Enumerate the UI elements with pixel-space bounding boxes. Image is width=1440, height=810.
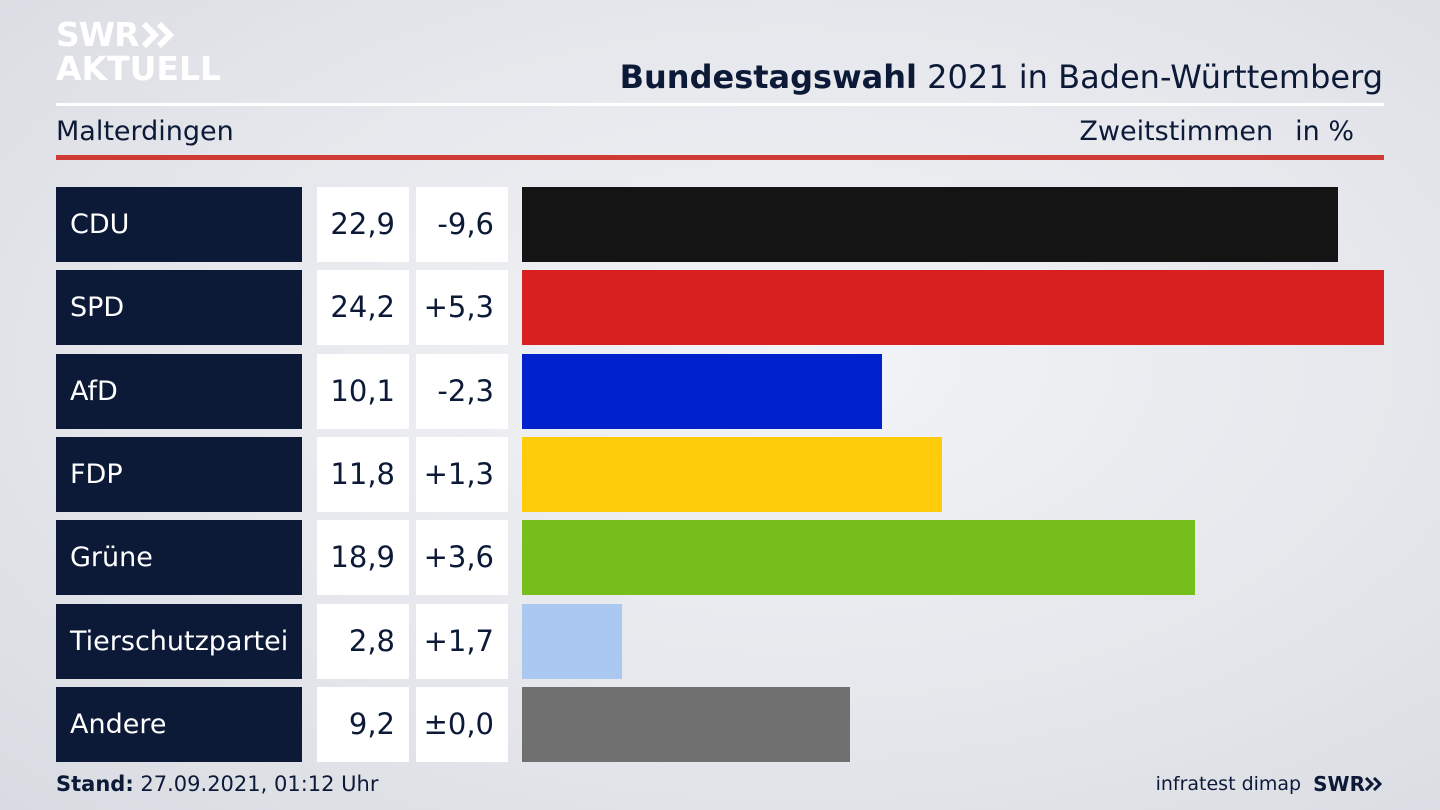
bar xyxy=(522,603,622,679)
double-chevron-icon xyxy=(141,21,174,49)
header-divider xyxy=(56,103,1384,106)
bar xyxy=(522,187,1338,262)
value-label: 18,9 xyxy=(317,520,409,596)
change-label: +1,7 xyxy=(416,603,508,679)
party-label: SPD xyxy=(56,270,302,346)
change-label: -2,3 xyxy=(416,353,508,429)
stand-label: Stand: xyxy=(56,772,134,796)
measure-label: Zweitstimmen in % xyxy=(1079,116,1354,147)
bar-row: FDP 11,8 +1,3 xyxy=(56,436,1384,512)
bar xyxy=(522,436,943,512)
stand-value: 27.09.2021, 01:12 Uhr xyxy=(133,772,379,796)
unit-text: in % xyxy=(1295,116,1354,147)
value-label: 11,8 xyxy=(317,436,409,512)
logo-line1: SWR xyxy=(56,15,140,54)
double-chevron-icon xyxy=(1365,777,1383,791)
bar xyxy=(522,353,882,429)
party-label: Tierschutzpartei xyxy=(56,603,302,679)
value-label: 2,8 xyxy=(317,603,409,679)
red-divider xyxy=(56,155,1384,160)
swr-brand-text: SWR xyxy=(1313,772,1365,796)
change-label: -9,6 xyxy=(416,187,508,262)
bar-row: Andere 9,2 ±0,0 xyxy=(56,686,1384,762)
stand-timestamp: Stand: 27.09.2021, 01:12 Uhr xyxy=(56,772,379,796)
value-label: 24,2 xyxy=(317,270,409,346)
bar xyxy=(522,520,1196,596)
bar-row: AfD 10,1 -2,3 xyxy=(56,353,1384,429)
chart-title: Bundestagswahl 2021 in Baden-Württemberg xyxy=(620,58,1383,96)
value-label: 10,1 xyxy=(317,353,409,429)
party-label: Andere xyxy=(56,686,302,762)
measure-text: Zweitstimmen xyxy=(1079,116,1274,147)
party-label: AfD xyxy=(56,353,302,429)
bar-row: SPD 24,2 +5,3 xyxy=(56,270,1384,346)
change-label: +5,3 xyxy=(416,270,508,346)
value-label: 9,2 xyxy=(317,686,409,762)
bar-row: Grüne 18,9 +3,6 xyxy=(56,520,1384,596)
change-label: +3,6 xyxy=(416,520,508,596)
change-label: +1,3 xyxy=(416,436,508,512)
logo-line2: AKTUELL xyxy=(56,49,222,88)
bar xyxy=(522,686,850,762)
party-label: Grüne xyxy=(56,520,302,596)
title-rest: 2021 in Baden-Württemberg xyxy=(916,58,1383,96)
swr-brand: SWR xyxy=(1313,772,1383,796)
title-bold: Bundestagswahl xyxy=(619,58,917,96)
source-text: infratest dimap xyxy=(1155,773,1302,795)
region-label: Malterdingen xyxy=(56,116,234,147)
party-label: CDU xyxy=(56,187,302,262)
bar-row: CDU 22,9 -9,6 xyxy=(56,187,1384,262)
change-label: ±0,0 xyxy=(416,686,508,762)
party-label: FDP xyxy=(56,436,302,512)
bar-row: Tierschutzpartei 2,8 +1,7 xyxy=(56,603,1384,679)
source-credit: infratest dimap SWR xyxy=(1156,772,1383,796)
value-label: 22,9 xyxy=(317,187,409,262)
bar xyxy=(522,270,1384,346)
swr-aktuell-logo: SWR AKTUELL xyxy=(56,18,221,86)
